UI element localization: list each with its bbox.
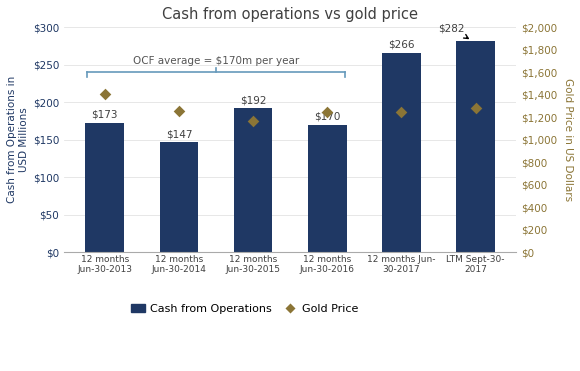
Y-axis label: Cash from Operations in
USD Millions: Cash from Operations in USD Millions (7, 76, 28, 203)
Title: Cash from operations vs gold price: Cash from operations vs gold price (162, 7, 418, 22)
Y-axis label: Gold Price in US Dollars: Gold Price in US Dollars (563, 78, 573, 201)
Bar (234, 108, 273, 252)
Text: $266: $266 (388, 40, 415, 50)
Bar (308, 125, 346, 252)
Point (248, 118, 258, 124)
Point (174, 108, 183, 114)
Point (322, 109, 332, 115)
Point (471, 105, 480, 111)
Bar (456, 41, 495, 252)
Point (100, 91, 110, 96)
Point (397, 109, 406, 115)
Bar (85, 122, 124, 252)
Text: $147: $147 (166, 129, 192, 139)
Text: $170: $170 (314, 112, 340, 122)
Bar (160, 142, 198, 252)
Legend: Cash from Operations, Gold Price: Cash from Operations, Gold Price (127, 300, 363, 319)
Text: $282: $282 (438, 23, 468, 39)
Text: $192: $192 (240, 95, 266, 105)
Text: OCF average = $170m per year: OCF average = $170m per year (133, 56, 299, 66)
Text: $173: $173 (92, 109, 118, 119)
Bar (382, 53, 420, 252)
